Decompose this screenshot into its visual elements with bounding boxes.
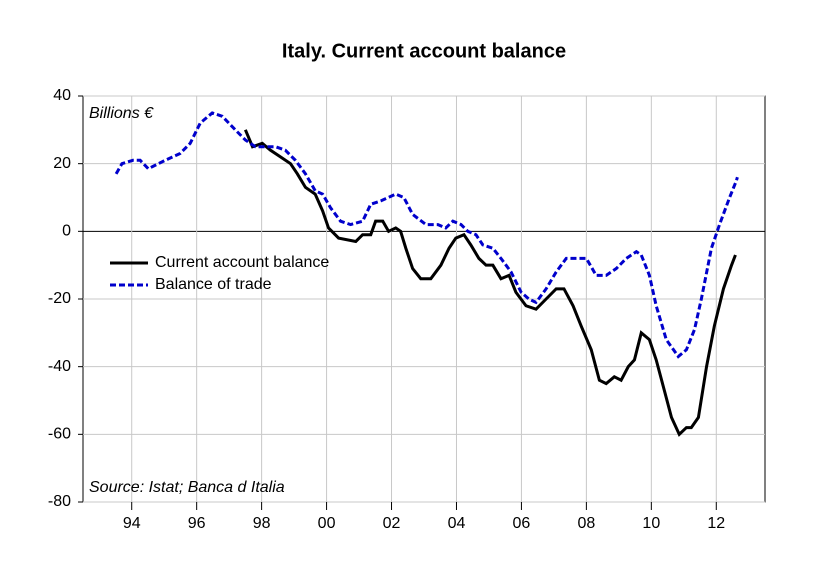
- x-tick-label: 02: [383, 515, 401, 532]
- y-tick-label: -80: [48, 493, 71, 510]
- annotation: Billions €: [89, 105, 154, 122]
- x-tick-label: 96: [188, 515, 206, 532]
- y-tick-label: -40: [48, 358, 71, 375]
- x-tick-label: 06: [513, 515, 531, 532]
- y-tick-label: 20: [53, 155, 71, 172]
- y-tick-label: -20: [48, 290, 71, 307]
- annotation: Source: Istat; Banca d Italia: [89, 479, 285, 496]
- series-line: [114, 111, 739, 359]
- x-tick-label: 04: [448, 515, 466, 532]
- y-tick-label: -60: [48, 426, 71, 443]
- x-tick-label: 08: [577, 515, 595, 532]
- legend-label: Current account balance: [155, 254, 329, 271]
- x-tick-label: 98: [253, 515, 271, 532]
- chart-title: Italy. Current account balance: [282, 40, 566, 62]
- legend-label: Balance of trade: [155, 276, 272, 293]
- x-tick-label: 12: [707, 515, 725, 532]
- x-tick-label: 94: [123, 515, 141, 532]
- y-tick-label: 40: [53, 87, 71, 104]
- y-tick-label: 0: [62, 223, 71, 240]
- x-tick-label: 00: [318, 515, 336, 532]
- series-line: [243, 129, 737, 437]
- x-tick-label: 10: [642, 515, 660, 532]
